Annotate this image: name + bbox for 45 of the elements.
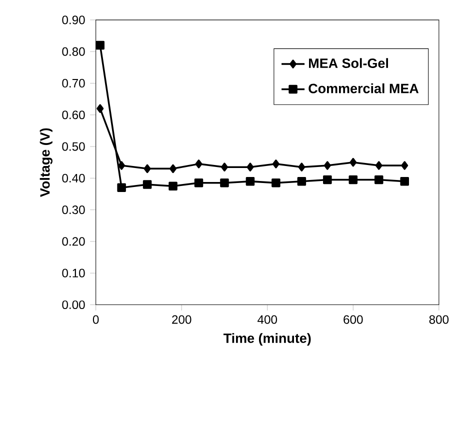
- y-tick-label: 0.00: [62, 300, 85, 310]
- point: [272, 178, 280, 188]
- point: [118, 161, 126, 170]
- point: [374, 175, 384, 184]
- point: [375, 161, 382, 170]
- x-tick-label: 800: [429, 315, 449, 324]
- point: [117, 183, 126, 192]
- x-axis-title: Time (minute): [223, 333, 311, 346]
- point: [220, 178, 229, 188]
- point: [170, 164, 177, 174]
- point: [194, 178, 204, 188]
- y-tick-label: 0.10: [62, 268, 85, 278]
- point: [323, 175, 332, 184]
- point: [272, 160, 280, 168]
- x-tick-label: 600: [344, 315, 363, 324]
- y-tick-label: 0.60: [62, 110, 85, 120]
- point: [142, 180, 152, 189]
- point: [246, 177, 255, 186]
- y-tick-label: 0.50: [62, 142, 85, 151]
- y-tick-label: 0.90: [62, 16, 85, 24]
- point: [324, 161, 331, 170]
- y-axis-title: Voltage (V): [40, 128, 52, 197]
- point: [246, 162, 254, 172]
- y-tick-label: 0.40: [62, 174, 85, 183]
- point: [297, 177, 306, 186]
- y-tick-label: 0.80: [62, 47, 85, 56]
- point: [350, 158, 357, 167]
- point: [144, 164, 151, 174]
- x-tick-label: 400: [258, 315, 278, 324]
- y-tick-label: 0.70: [62, 78, 85, 88]
- point: [401, 161, 408, 170]
- point: [348, 175, 358, 184]
- point: [96, 104, 104, 113]
- x-tick-label: 0: [92, 315, 99, 324]
- point: [168, 182, 178, 190]
- y-tick-label: 0.30: [62, 206, 85, 214]
- point: [298, 162, 306, 172]
- legend-label: MEA Sol-Gel: [309, 58, 388, 68]
- legend-label: Commercial MEA: [308, 83, 419, 94]
- point: [96, 40, 104, 50]
- x-tick-label: 200: [172, 315, 192, 324]
- y-tick-label: 0.20: [62, 237, 85, 246]
- point: [400, 177, 409, 186]
- point: [195, 160, 202, 168]
- point: [220, 162, 228, 172]
